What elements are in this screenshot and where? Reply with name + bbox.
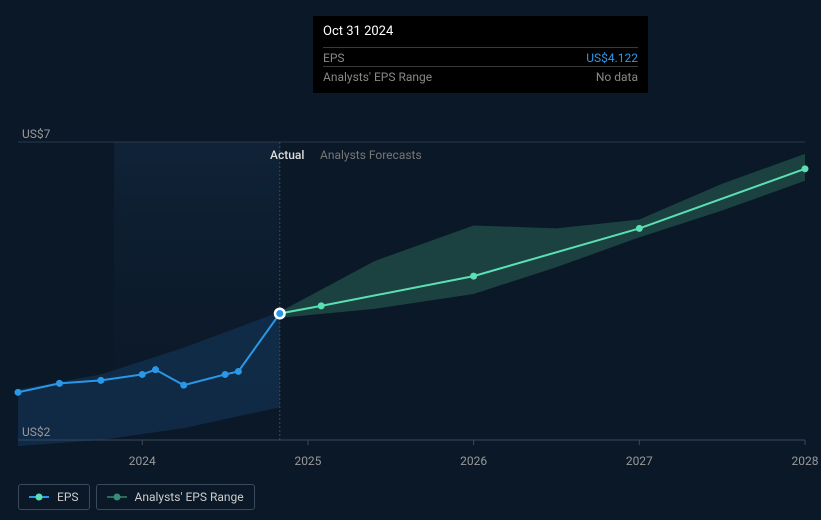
tooltip-row-value: No data <box>596 70 638 84</box>
legend-swatch <box>107 493 127 501</box>
eps-forecast-chart: Oct 31 2024 EPSUS$4.122Analysts' EPS Ran… <box>0 0 821 520</box>
legend-item[interactable]: EPS <box>18 484 90 510</box>
legend-label: EPS <box>57 490 79 504</box>
tooltip-row: EPS US$4.122 <box>323 47 638 66</box>
y-axis-label: US$7 <box>22 127 50 141</box>
forecast-region-label: Analysts Forecasts <box>320 148 422 162</box>
tooltip-row-value: US$4.122 <box>586 51 638 65</box>
tooltip-row-label: Analysts' EPS Range <box>323 70 432 84</box>
x-axis-label: 2026 <box>460 454 487 468</box>
legend-label: Analysts' EPS Range <box>135 490 244 504</box>
y-axis-label: US$2 <box>22 425 50 439</box>
legend-swatch <box>29 493 49 501</box>
x-axis-label: 2024 <box>129 454 156 468</box>
chart-tooltip: Oct 31 2024 EPSUS$4.122Analysts' EPS Ran… <box>313 16 648 93</box>
tooltip-row-label: EPS <box>323 51 345 65</box>
x-axis-label: 2025 <box>294 454 321 468</box>
chart-legend: EPS Analysts' EPS Range <box>18 484 255 510</box>
legend-item[interactable]: Analysts' EPS Range <box>96 484 255 510</box>
x-axis-label: 2027 <box>626 454 653 468</box>
actual-region-label: Actual <box>270 148 304 162</box>
tooltip-row: Analysts' EPS Range No data <box>323 66 638 85</box>
x-axis-label: 2028 <box>792 454 819 468</box>
tooltip-date: Oct 31 2024 <box>323 24 638 43</box>
